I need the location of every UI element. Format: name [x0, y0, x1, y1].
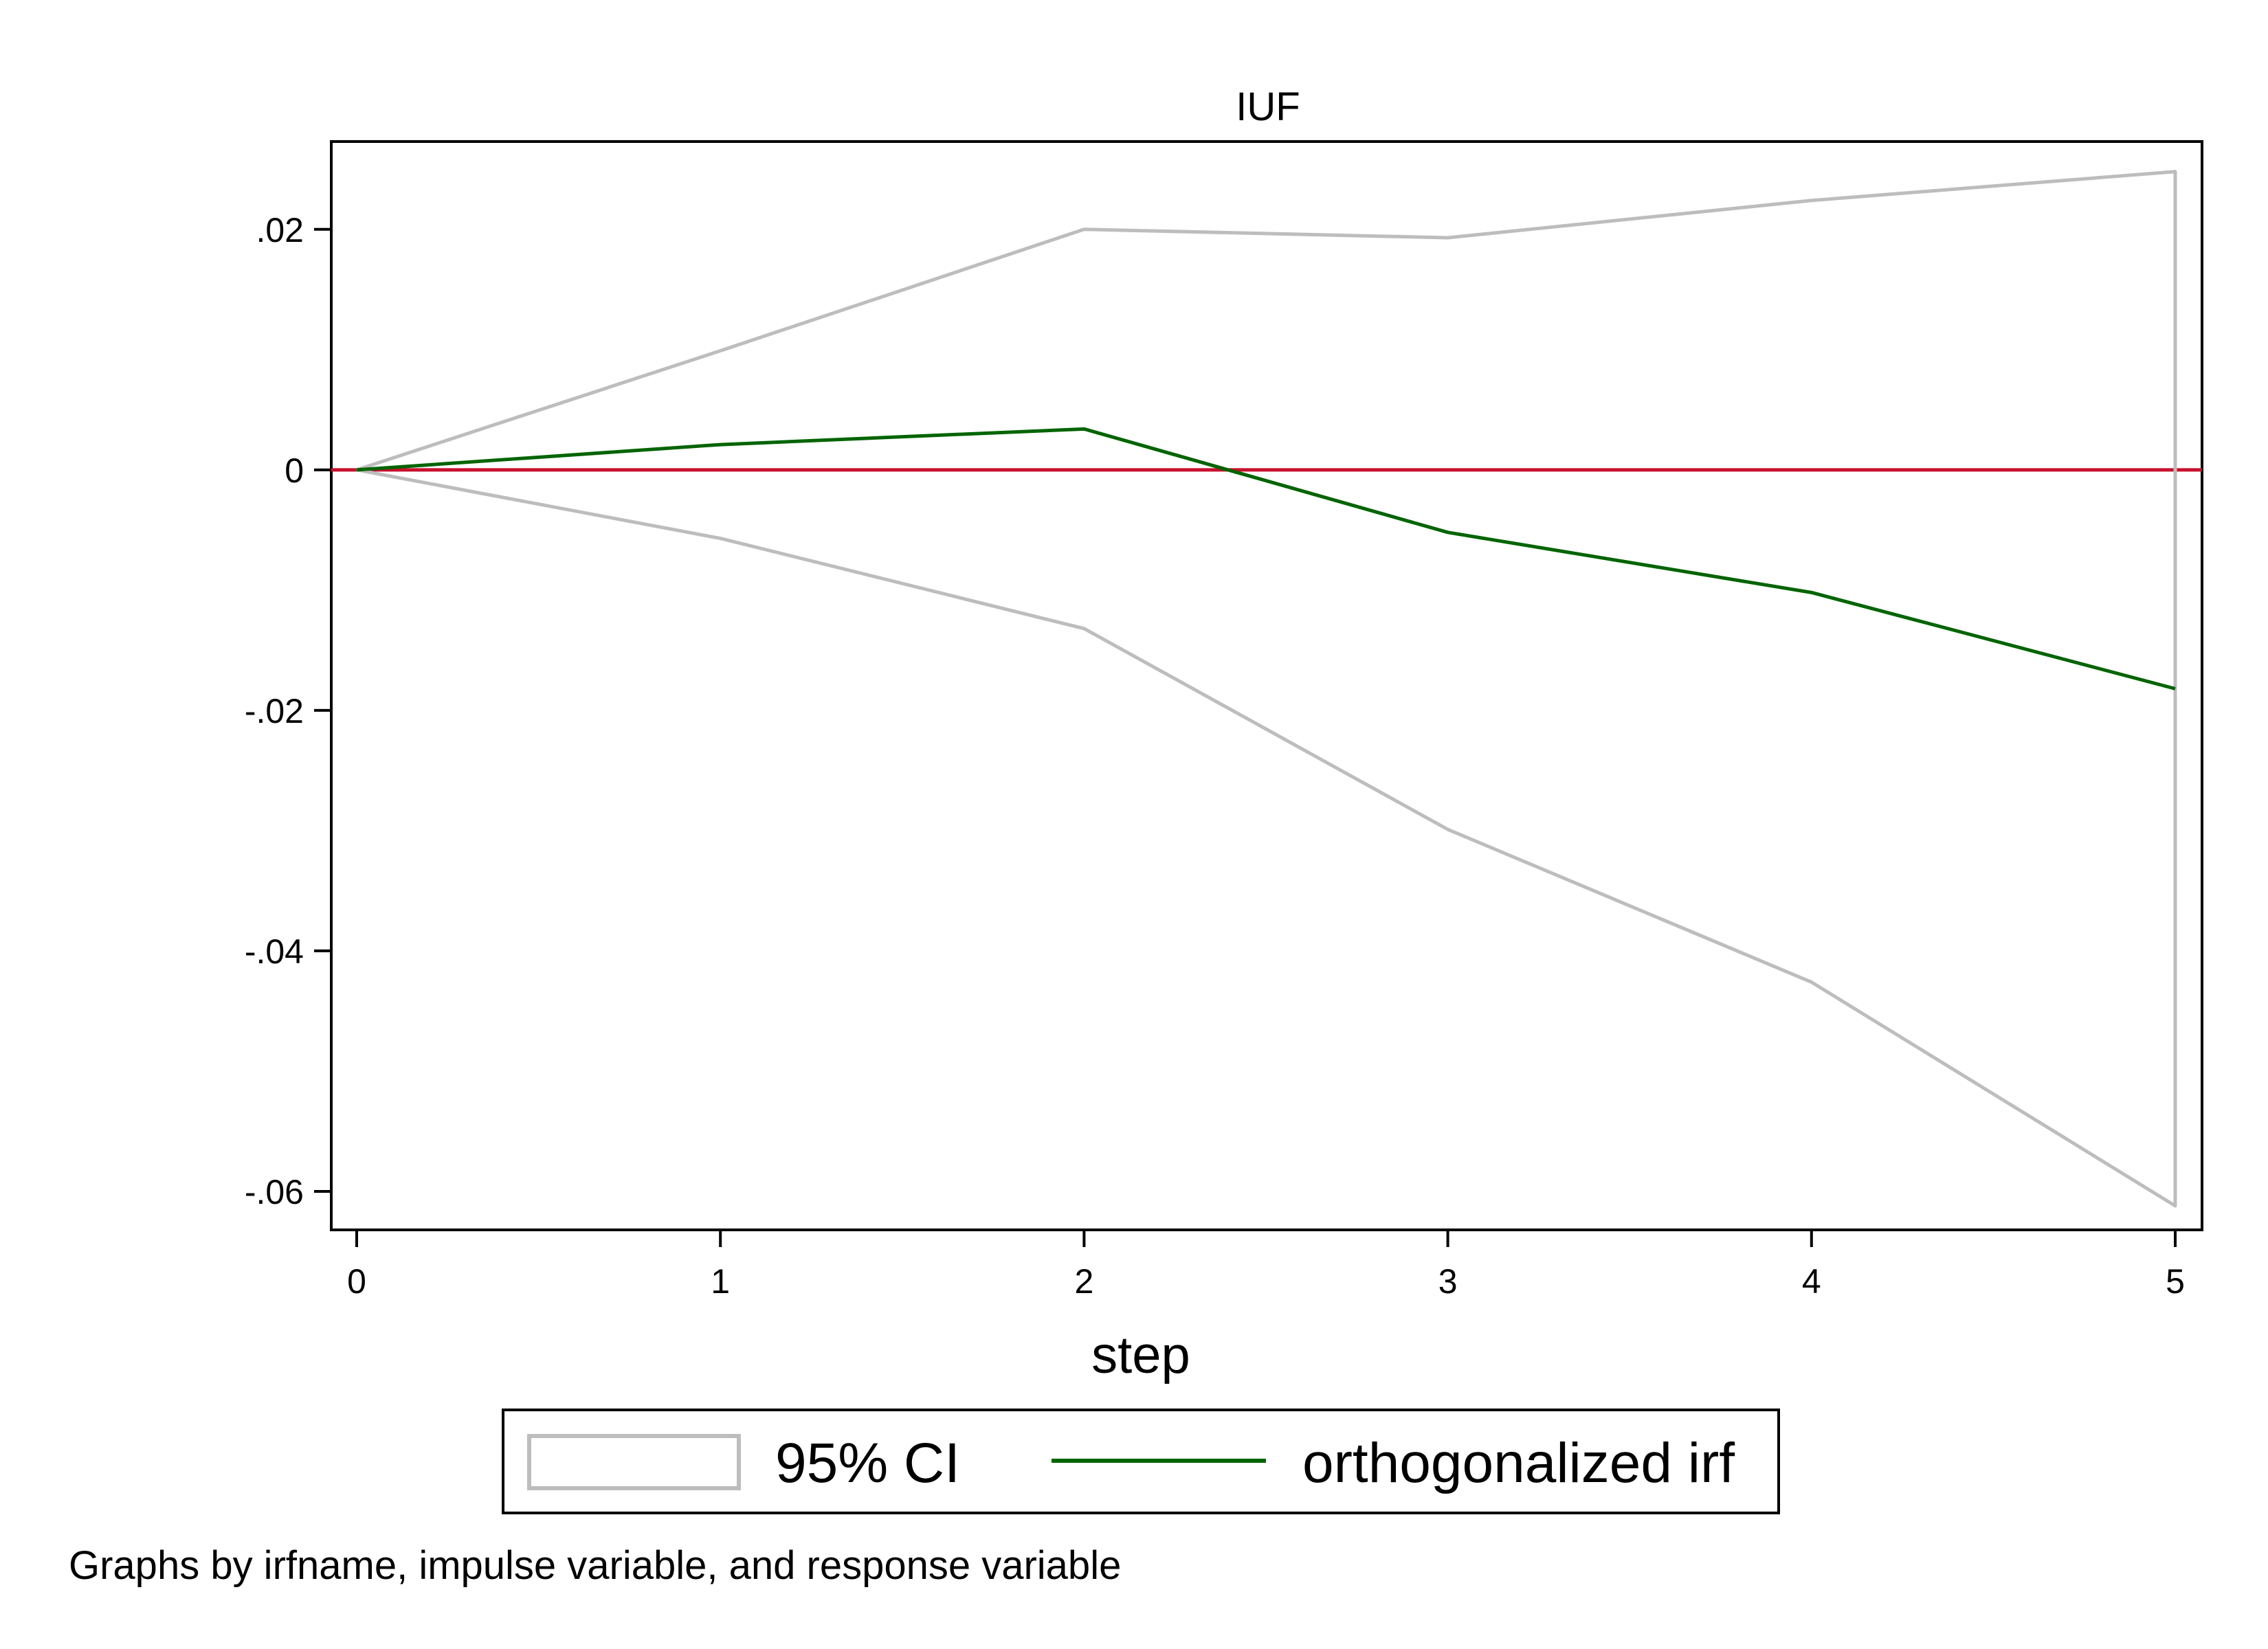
- x-tick-label-4: 4: [1802, 1262, 1821, 1301]
- x-tick-label-3: 3: [1438, 1262, 1458, 1301]
- plot-area-frame: [330, 140, 2203, 1231]
- x-tick-label-5: 5: [2166, 1262, 2185, 1301]
- y-tick-label-1: 0: [285, 451, 304, 490]
- y-tick-label-0: .02: [256, 211, 304, 249]
- x-axis-label: step: [1091, 1326, 1190, 1384]
- legend-swatch-95ci: [527, 1434, 741, 1490]
- legend-label-95ci: 95% CI: [775, 1432, 960, 1494]
- x-axis: 0 1 2 3 4 5: [347, 1230, 2185, 1301]
- x-tick-label-1: 1: [711, 1262, 730, 1301]
- x-tick-label-0: 0: [347, 1262, 366, 1301]
- series-95ci-band: [356, 170, 2177, 1208]
- y-tick-label-4: -.06: [245, 1173, 304, 1211]
- legend: 95% CI orthogonalized irf: [502, 1409, 1780, 1514]
- x-tick-label-2: 2: [1074, 1262, 1093, 1301]
- y-axis: .02 0 -.02 -.04 -.06: [245, 211, 331, 1211]
- series-layer: [356, 170, 2177, 1208]
- graph-note: Graphs by irfname, impulse variable, and…: [69, 1543, 1121, 1588]
- legend-label-orthogonalized-irf: orthogonalized irf: [1302, 1432, 1735, 1494]
- y-tick-label-2: -.02: [245, 692, 304, 730]
- y-tick-label-3: -.04: [245, 932, 304, 971]
- series-orthogonalized-irf: [356, 427, 2176, 691]
- chart-title: IUF: [1236, 85, 1300, 129]
